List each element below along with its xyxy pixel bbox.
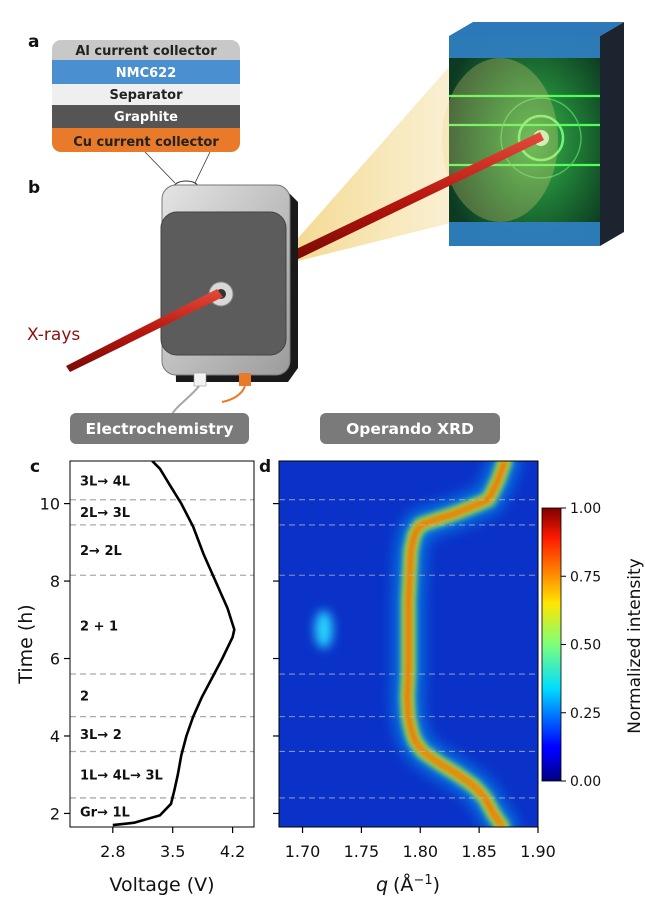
- panel-label-a: a: [28, 32, 39, 52]
- panel-label-d: d: [259, 457, 271, 477]
- stage-label: 3L→ 4L: [80, 474, 130, 489]
- stage-label: 2: [80, 689, 89, 704]
- secondary-peak: [314, 610, 333, 649]
- colorbar-tick-label: 0.00: [570, 774, 601, 790]
- stack-layer-graphite: [52, 105, 240, 128]
- electrochemistry-label: Electrochemistry: [86, 420, 234, 438]
- panel-label-c: c: [30, 457, 40, 477]
- xrd-heatmap: 1.70 1.75 1.80 1.85 1.90 q (Å−1): [273, 460, 556, 896]
- colorbar-title: Normalized intensity: [625, 558, 645, 734]
- time-tick-label: 10: [40, 495, 60, 514]
- q-tick-label: 1.90: [520, 842, 556, 861]
- colorbar-tick-label: 1.00: [570, 501, 601, 517]
- stage-label: Gr→ 1L: [80, 806, 130, 821]
- peak-hot: [405, 461, 507, 827]
- stage-label: 2L→ 3L: [80, 506, 130, 521]
- xray-label: X-rays: [27, 325, 80, 345]
- voltage-axis-title: Voltage (V): [109, 874, 214, 896]
- colorbar: 0.00 0.25 0.50 0.75 1.00 Normalized intensit…: [541, 501, 645, 790]
- heatmap-axes-frame: [278, 460, 539, 828]
- stack-label-graphite: Graphite: [114, 110, 178, 125]
- q-tick-label: 1.85: [461, 842, 497, 861]
- q-tick-label: 1.80: [402, 842, 438, 861]
- operando-xrd-pill: [320, 413, 500, 444]
- stage-label: 2 + 1: [80, 620, 118, 635]
- detector: [442, 22, 624, 246]
- voltage-tick-label: 2.8: [100, 842, 125, 861]
- time-tick-label: 4: [50, 727, 60, 746]
- colorbar-tick-label: 0.75: [570, 569, 601, 585]
- stack-layer-separator: [52, 84, 240, 105]
- time-tick-label: 6: [50, 650, 60, 669]
- panel-label-b: b: [28, 178, 40, 198]
- time-tick-label: 2: [50, 804, 60, 823]
- stack-label-al: Al current collector: [75, 44, 217, 59]
- diffraction-cone: [292, 60, 455, 262]
- stack-layer-nmc: [52, 60, 240, 84]
- q-axis-title: q (Å−1): [376, 873, 440, 896]
- q-tick-label: 1.70: [285, 842, 321, 861]
- voltage-chart: Gr→ 1L 1L→ 4L→ 3L 3L→ 2 2 2 + 1 2→ 2L 2L→ 3L 3L…: [15, 460, 255, 896]
- stage-label: 1L→ 4L→ 3L: [80, 769, 163, 784]
- pouch-cell: [160, 184, 298, 419]
- stack-label-cu: Cu current collector: [73, 135, 219, 150]
- voltage-tick-label: 4.2: [220, 842, 245, 861]
- q-tick-label: 1.75: [344, 842, 380, 861]
- colorbar-tick-label: 0.25: [570, 706, 601, 722]
- operando-xrd-label: Operando XRD: [346, 420, 474, 438]
- time-tick-label: 8: [50, 572, 60, 591]
- colorbar-gradient: [541, 507, 562, 782]
- voltage-axes-frame: [69, 460, 255, 828]
- incident-beam: [66, 289, 223, 372]
- stage-label: 2→ 2L: [80, 544, 122, 559]
- layer-stack: Al current collector NMC622 Separator Gr…: [52, 40, 240, 194]
- voltage-tick-label: 3.5: [160, 842, 185, 861]
- stage-label: 3L→ 2: [80, 728, 122, 743]
- stack-label-nmc: NMC622: [116, 66, 177, 81]
- electrochemistry-pill: [70, 413, 249, 444]
- stack-label-separator: Separator: [110, 88, 184, 103]
- voltage-curve: [112, 461, 236, 827]
- diffracted-beam: [290, 132, 544, 262]
- time-axis-title: Time (h): [15, 604, 37, 684]
- colorbar-tick-label: 0.50: [570, 638, 601, 654]
